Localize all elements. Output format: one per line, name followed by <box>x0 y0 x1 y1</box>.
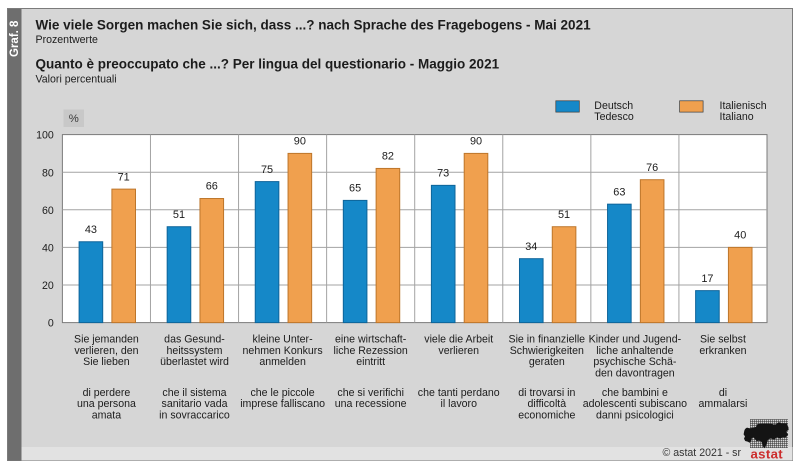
svg-text:di trovarsi in: di trovarsi in <box>518 387 575 399</box>
svg-text:di: di <box>719 387 727 399</box>
svg-text:kleine Unter-: kleine Unter- <box>253 333 314 345</box>
svg-text:imprese falliscano: imprese falliscano <box>240 398 325 410</box>
svg-text:Prozentwerte: Prozentwerte <box>36 34 99 46</box>
svg-text:il lavoro: il lavoro <box>440 398 477 410</box>
svg-text:71: 71 <box>118 171 130 183</box>
svg-text:una persona: una persona <box>77 398 136 410</box>
svg-text:Sie jemanden: Sie jemanden <box>74 333 139 345</box>
svg-text:80: 80 <box>42 167 54 179</box>
svg-text:una recessione: una recessione <box>335 398 407 410</box>
svg-text:Sie lieben: Sie lieben <box>83 356 130 368</box>
svg-text:34: 34 <box>525 241 537 253</box>
svg-text:eine wirtschaft-: eine wirtschaft- <box>335 333 407 345</box>
svg-text:viele die Arbeit: viele die Arbeit <box>424 333 493 345</box>
svg-text:che tanti perdano: che tanti perdano <box>418 387 500 399</box>
svg-text:liche Rezession: liche Rezession <box>334 345 408 357</box>
svg-text:das Gesund-: das Gesund- <box>164 333 225 345</box>
svg-text:90: 90 <box>470 136 482 148</box>
svg-text:ammalarsi: ammalarsi <box>699 398 748 410</box>
svg-text:che il sistema: che il sistema <box>162 387 226 399</box>
svg-text:Graf. 8: Graf. 8 <box>9 20 21 57</box>
svg-text:danni psicologici: danni psicologici <box>596 410 674 422</box>
svg-text:Quanto è preoccupato che ...?: Quanto è preoccupato che ...? Per lingua… <box>36 57 500 72</box>
svg-text:economiche: economiche <box>518 410 575 422</box>
svg-text:sanitario vada: sanitario vada <box>162 398 228 410</box>
svg-text:76: 76 <box>646 162 658 174</box>
svg-text:di perdere: di perdere <box>83 387 131 399</box>
svg-text:0: 0 <box>48 318 54 330</box>
svg-text:63: 63 <box>613 186 625 198</box>
svg-text:40: 40 <box>42 243 54 255</box>
svg-text:amata: amata <box>92 410 122 422</box>
svg-text:nehmen Konkurs: nehmen Konkurs <box>243 345 323 357</box>
svg-text:66: 66 <box>206 181 218 193</box>
svg-text:40: 40 <box>734 230 746 242</box>
svg-text:Sie selbst: Sie selbst <box>700 333 746 345</box>
svg-text:Schwierigkeiten: Schwierigkeiten <box>510 345 584 357</box>
svg-text:verlieren, den: verlieren, den <box>74 345 138 357</box>
svg-text:eintritt: eintritt <box>356 356 385 368</box>
svg-text:Sie in finanzielle: Sie in finanzielle <box>509 333 586 345</box>
svg-text:© astat 2021 - sr: © astat 2021 - sr <box>663 447 742 459</box>
svg-text:che le piccole: che le piccole <box>250 387 314 399</box>
svg-text:Italienisch: Italienisch <box>720 100 767 112</box>
svg-text:Deutsch: Deutsch <box>594 100 633 112</box>
svg-text:%: % <box>69 113 79 125</box>
svg-text:überlastet wird: überlastet wird <box>160 356 229 368</box>
svg-text:che si verifichi: che si verifichi <box>337 387 404 399</box>
svg-text:51: 51 <box>173 209 185 221</box>
svg-text:65: 65 <box>349 183 361 195</box>
svg-text:liche anhaltende: liche anhaltende <box>596 345 673 357</box>
svg-text:psychische Schä-: psychische Schä- <box>593 356 676 368</box>
svg-text:adolescenti subiscano: adolescenti subiscano <box>583 398 687 410</box>
svg-text:heitssystem: heitssystem <box>167 345 223 357</box>
svg-text:Italiano: Italiano <box>720 111 754 123</box>
svg-text:verlieren: verlieren <box>438 345 479 357</box>
svg-text:Valori percentuali: Valori percentuali <box>36 74 117 86</box>
svg-text:astat: astat <box>751 447 784 462</box>
svg-text:20: 20 <box>42 280 54 292</box>
svg-text:geraten: geraten <box>529 356 565 368</box>
svg-text:100: 100 <box>36 130 54 142</box>
svg-text:60: 60 <box>42 205 54 217</box>
svg-text:erkranken: erkranken <box>699 345 746 357</box>
svg-text:17: 17 <box>701 273 713 285</box>
svg-text:75: 75 <box>261 164 273 176</box>
svg-text:Tedesco: Tedesco <box>594 111 634 123</box>
svg-text:anmelden: anmelden <box>259 356 306 368</box>
svg-text:in sovraccarico: in sovraccarico <box>159 410 230 422</box>
svg-text:90: 90 <box>294 136 306 148</box>
svg-text:82: 82 <box>382 151 394 163</box>
svg-text:Kinder und Jugend-: Kinder und Jugend- <box>589 333 682 345</box>
svg-text:Wie viele Sorgen machen Sie si: Wie viele Sorgen machen Sie sich, dass .… <box>36 18 592 33</box>
svg-text:51: 51 <box>558 209 570 221</box>
svg-text:den davontragen: den davontragen <box>595 368 675 380</box>
svg-text:che bambini e: che bambini e <box>602 387 668 399</box>
svg-text:43: 43 <box>85 224 97 236</box>
svg-text:difficoltà: difficoltà <box>527 398 566 410</box>
svg-text:73: 73 <box>437 168 449 180</box>
